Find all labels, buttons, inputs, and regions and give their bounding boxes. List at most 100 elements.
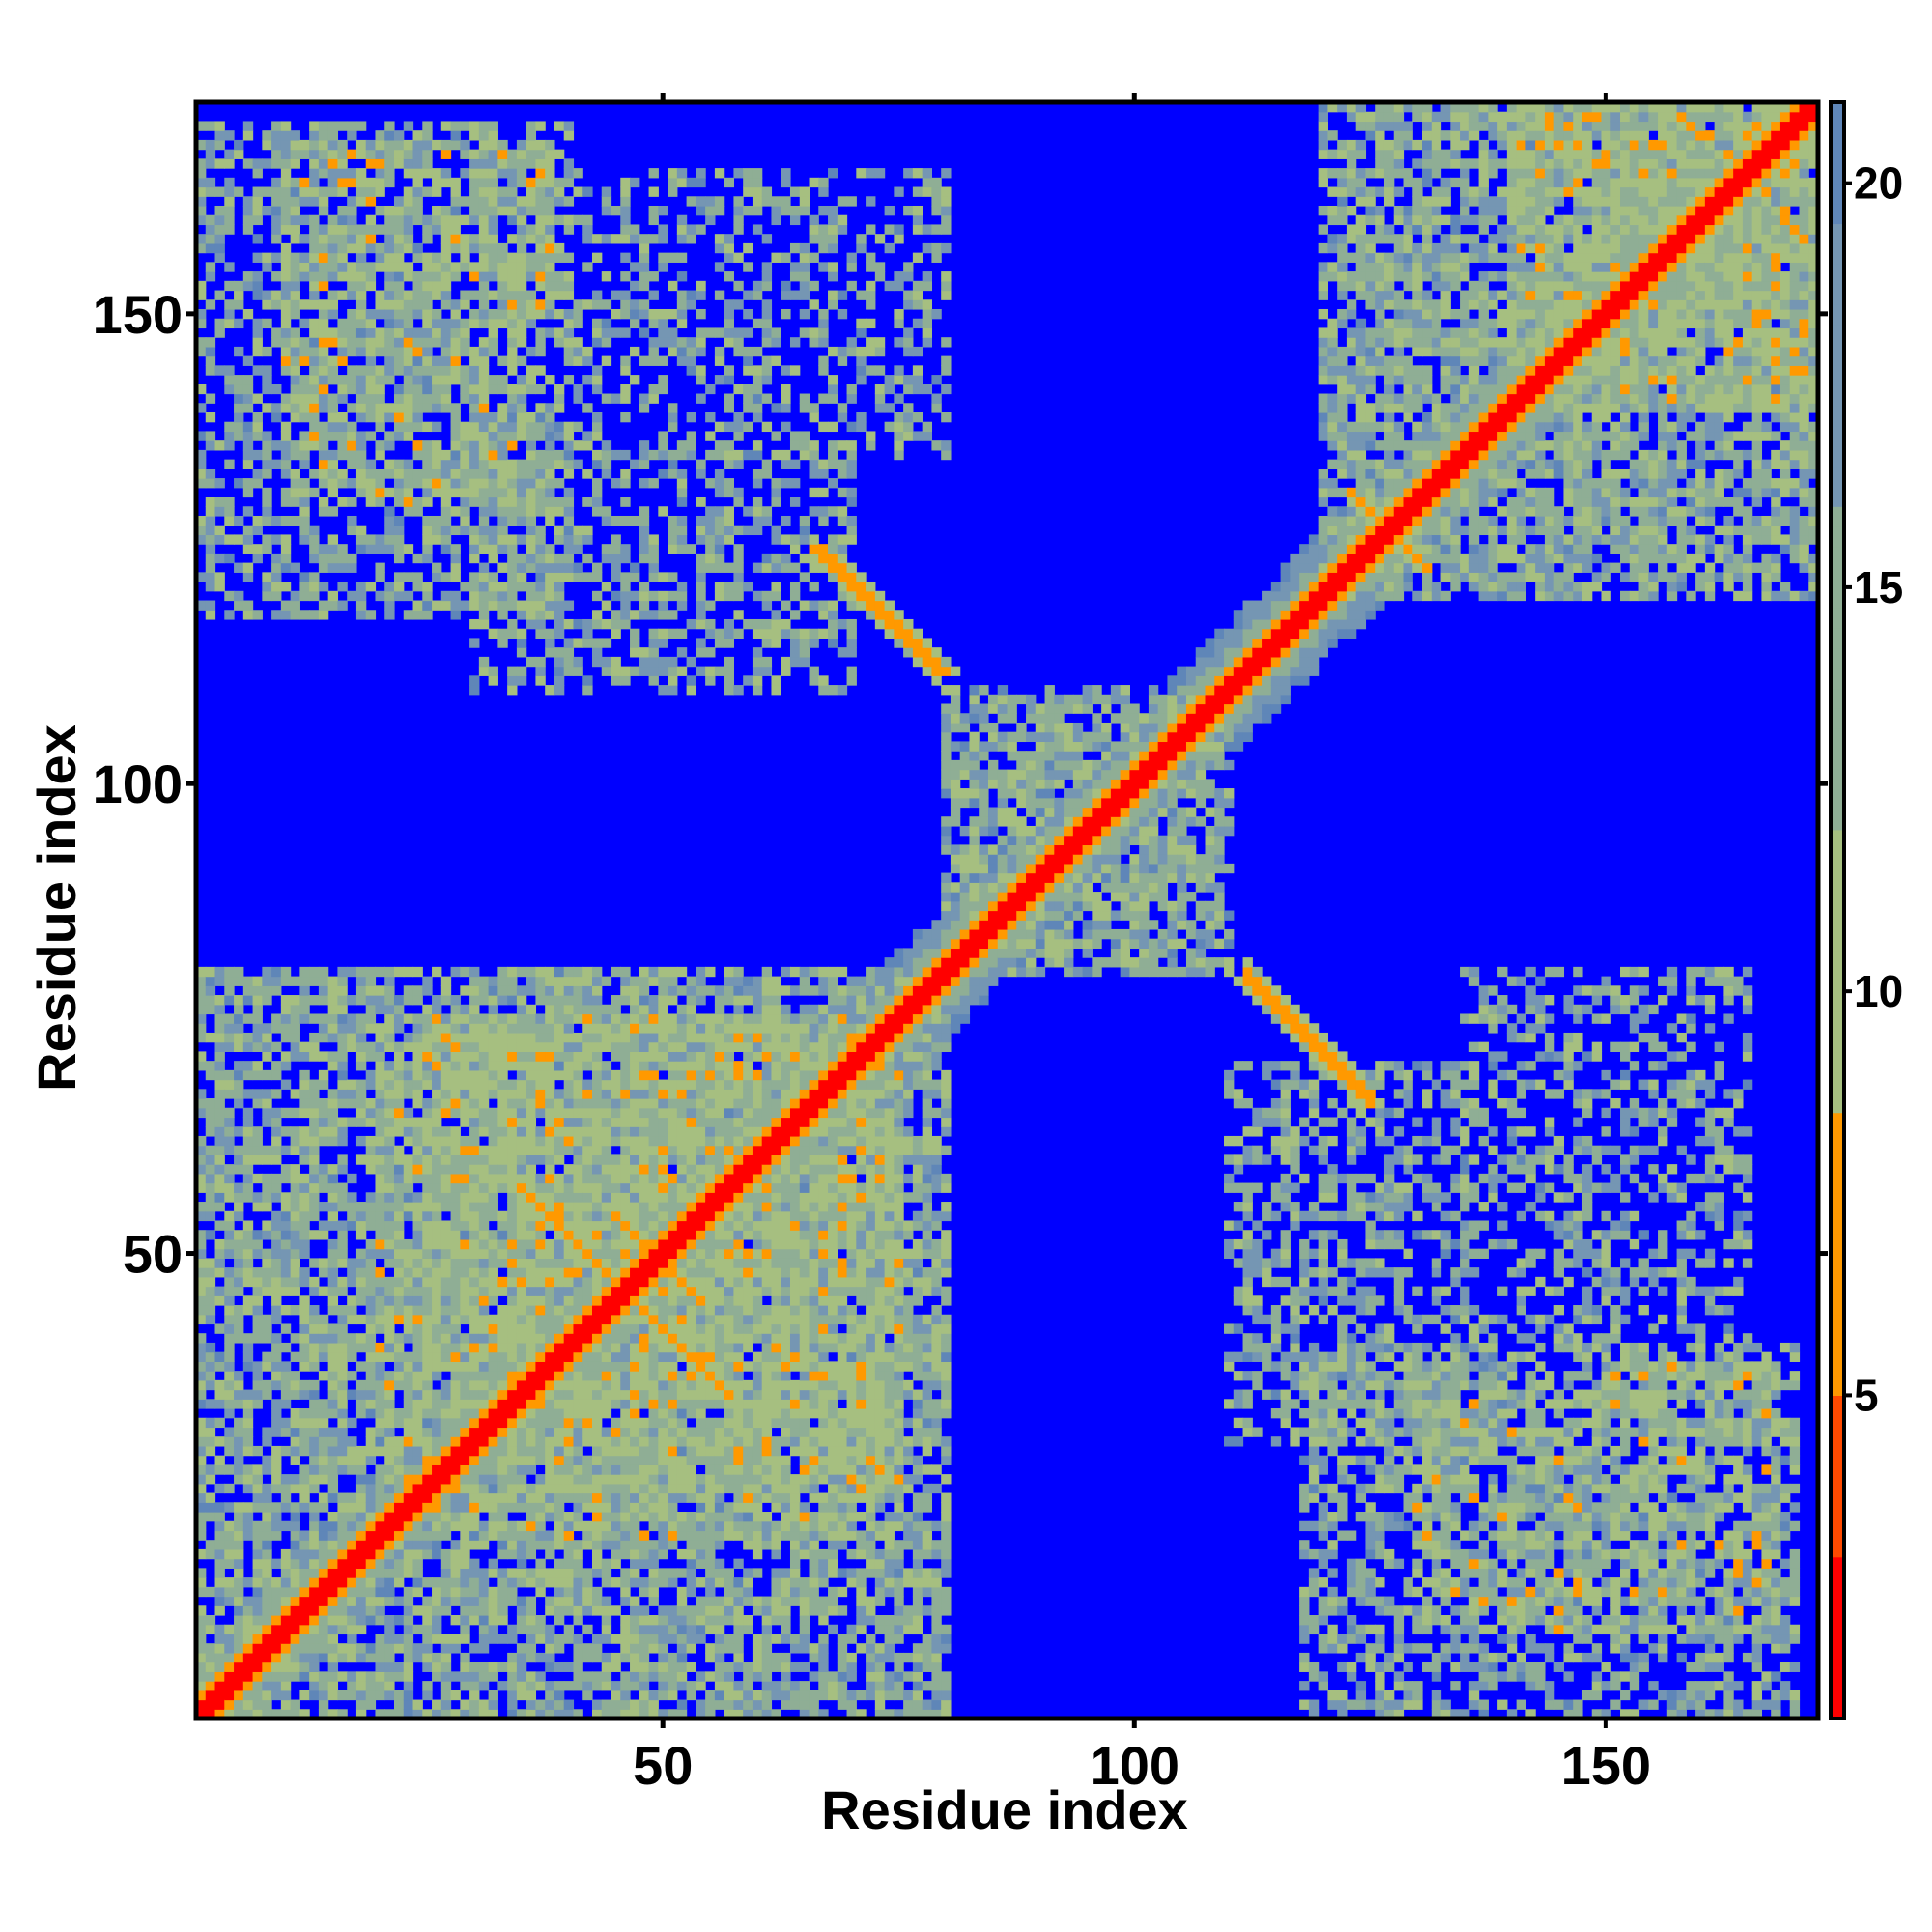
heatmap-cell	[280, 242, 292, 254]
heatmap-cell	[545, 1681, 555, 1691]
heatmap-cell	[450, 1276, 461, 1288]
heatmap-cell	[280, 355, 292, 366]
heatmap-cell	[271, 1464, 282, 1475]
heatmap-cell	[318, 318, 329, 329]
heatmap-cell	[582, 1173, 593, 1184]
heatmap-cell	[337, 1276, 348, 1288]
heatmap-cell	[393, 280, 405, 292]
heatmap-cell	[507, 1305, 518, 1316]
heatmap-cell	[242, 1502, 254, 1513]
heatmap-cell	[497, 562, 508, 573]
heatmap-cell	[252, 280, 263, 292]
heatmap-cell	[630, 262, 640, 272]
heatmap-cell	[601, 1492, 612, 1503]
heatmap-cell	[412, 985, 423, 996]
heatmap-cell	[299, 431, 310, 441]
heatmap-cell	[412, 337, 423, 348]
heatmap-cell	[611, 1069, 621, 1081]
heatmap-cell	[507, 1164, 518, 1175]
heatmap-cell	[214, 1182, 225, 1193]
heatmap-cell	[488, 1417, 498, 1429]
heatmap-cell	[469, 1586, 480, 1598]
heatmap-cell	[478, 1624, 490, 1635]
heatmap-cell	[488, 1004, 498, 1015]
heatmap-cell	[516, 1436, 527, 1447]
heatmap-cell	[535, 1474, 546, 1485]
heatmap-cell	[526, 1483, 537, 1494]
heatmap-cell	[630, 1709, 640, 1719]
heatmap-cell	[611, 656, 621, 668]
heatmap-cell	[478, 337, 490, 348]
heatmap-cell	[591, 1182, 603, 1193]
heatmap-cell	[582, 534, 593, 545]
heatmap-cell	[507, 1107, 518, 1119]
heatmap-cell	[262, 1089, 272, 1099]
heatmap-cell	[516, 647, 527, 658]
heatmap-cell	[469, 1520, 480, 1532]
heatmap-cell	[375, 186, 385, 197]
heatmap-cell	[469, 1662, 480, 1672]
heatmap-cell	[497, 158, 508, 169]
heatmap-cell	[375, 1586, 385, 1598]
heatmap-cell	[440, 205, 452, 216]
heatmap-cell	[488, 1605, 498, 1616]
heatmap-cell	[242, 1417, 254, 1429]
heatmap-cell	[242, 1069, 254, 1081]
heatmap-cell	[582, 1408, 593, 1419]
heatmap-cell	[488, 525, 498, 536]
heatmap-cell	[516, 1615, 527, 1626]
heatmap-cell	[554, 1107, 565, 1119]
heatmap-cell	[262, 1389, 272, 1400]
heatmap-cell	[365, 1069, 377, 1081]
heatmap-cell	[384, 1615, 395, 1626]
heatmap-cell	[630, 1164, 640, 1175]
heatmap-cell	[582, 469, 593, 479]
heatmap-cell	[460, 1605, 470, 1616]
heatmap-cell	[432, 562, 442, 573]
heatmap-cell	[337, 271, 348, 282]
heatmap-cell	[478, 1474, 490, 1485]
heatmap-cell	[516, 1605, 527, 1616]
heatmap-cell	[262, 346, 272, 357]
heatmap-cell	[488, 1276, 498, 1288]
heatmap-cell	[554, 1248, 565, 1259]
heatmap-cell	[545, 1502, 555, 1513]
heatmap-cell	[630, 1013, 640, 1024]
heatmap-cell	[347, 177, 357, 188]
heatmap-cell	[469, 1408, 480, 1419]
heatmap-cell	[526, 1182, 537, 1193]
heatmap-cell	[554, 1032, 565, 1043]
heatmap-cell	[478, 1464, 490, 1475]
heatmap-cell	[347, 1098, 357, 1109]
heatmap-cell	[252, 1061, 263, 1071]
heatmap-cell	[554, 1004, 565, 1015]
heatmap-cell	[347, 1634, 357, 1644]
heatmap-cell	[327, 1474, 339, 1485]
heatmap-cell	[440, 1361, 452, 1372]
heatmap-cell	[545, 1709, 555, 1719]
heatmap-cell	[460, 966, 470, 978]
heatmap-cell	[460, 1492, 470, 1503]
heatmap-cell	[507, 1389, 518, 1400]
heatmap-cell	[384, 1709, 395, 1719]
heatmap-cell	[526, 1079, 537, 1090]
heatmap-cell	[440, 1681, 452, 1691]
heatmap-cell	[563, 1098, 575, 1109]
heatmap-cell	[469, 1023, 480, 1034]
heatmap-cell	[611, 1267, 621, 1278]
heatmap-cell	[224, 186, 235, 197]
heatmap-cell	[450, 262, 461, 272]
heatmap-cell	[516, 1502, 527, 1513]
heatmap-cell	[355, 1445, 367, 1457]
heatmap-cell	[573, 1117, 583, 1127]
heatmap-cell	[478, 600, 490, 611]
heatmap-cell	[488, 1379, 498, 1391]
heatmap-cell	[318, 1323, 329, 1334]
heatmap-cell	[582, 572, 593, 582]
heatmap-cell	[516, 534, 527, 545]
heatmap-cell	[214, 1248, 225, 1259]
heatmap-cell	[630, 1286, 640, 1296]
heatmap-cell	[196, 1699, 207, 1710]
heatmap-cell	[214, 582, 225, 592]
heatmap-cell	[601, 666, 612, 676]
